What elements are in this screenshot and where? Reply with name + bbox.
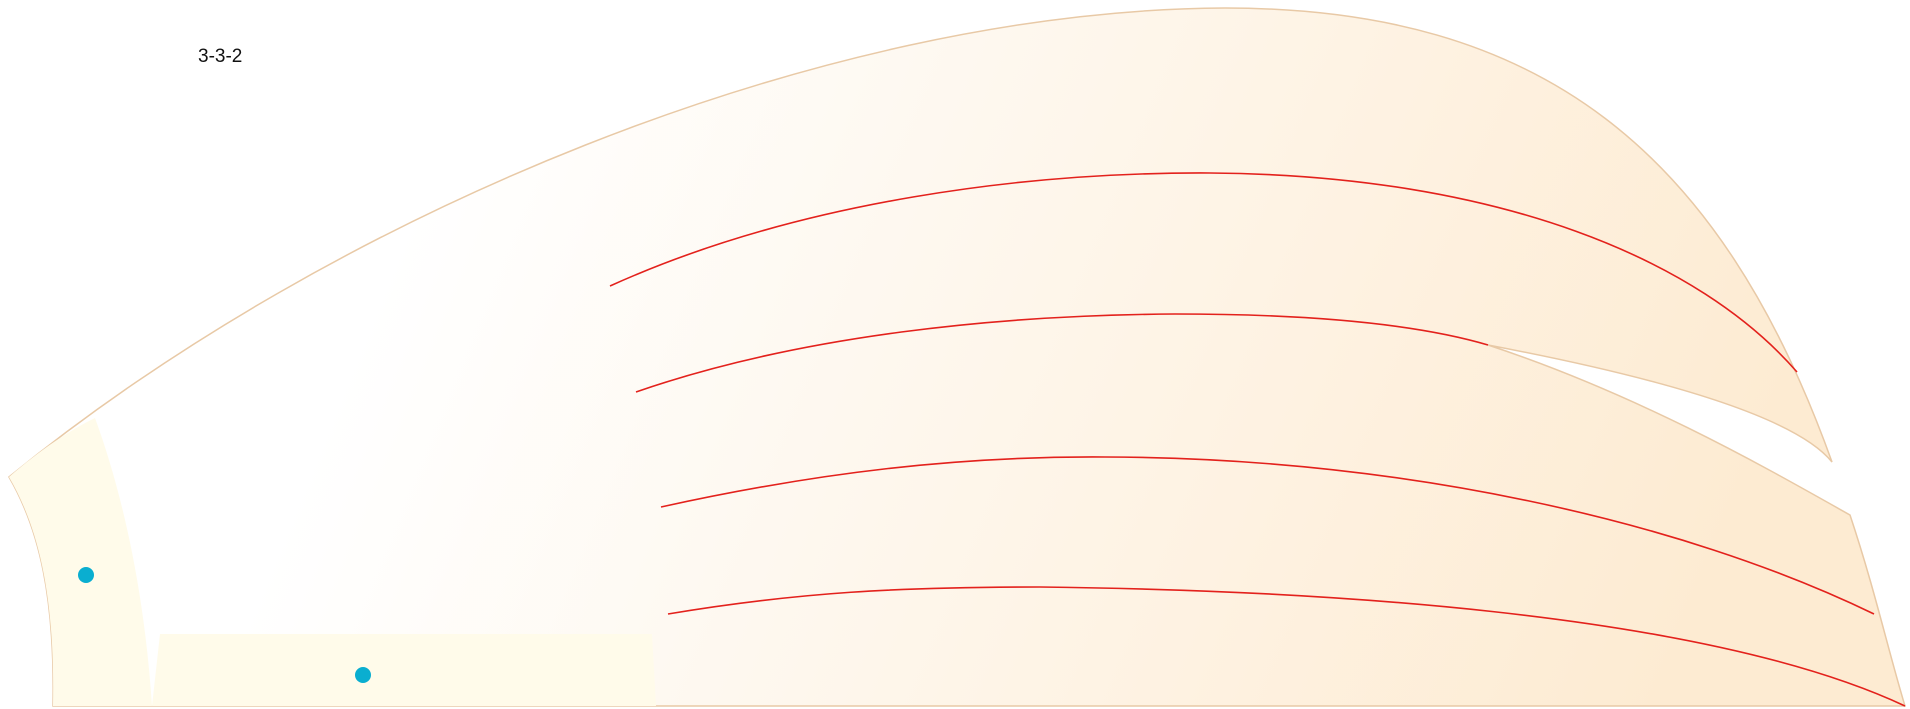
- seam-zone-bottom: [152, 634, 656, 706]
- seam-zone-left: [9, 418, 152, 706]
- stitch-line-1: [609, 172, 1798, 373]
- piece-label: 3-3-2: [198, 46, 243, 67]
- stitch-line-4: [667, 586, 1906, 707]
- stitch-line-3: [660, 456, 1875, 615]
- marker-dot-left: [78, 567, 94, 583]
- marker-dot-bottom: [355, 667, 371, 683]
- stitch-line-2: [635, 313, 1489, 393]
- pattern-piece-outline: [8, 7, 1907, 707]
